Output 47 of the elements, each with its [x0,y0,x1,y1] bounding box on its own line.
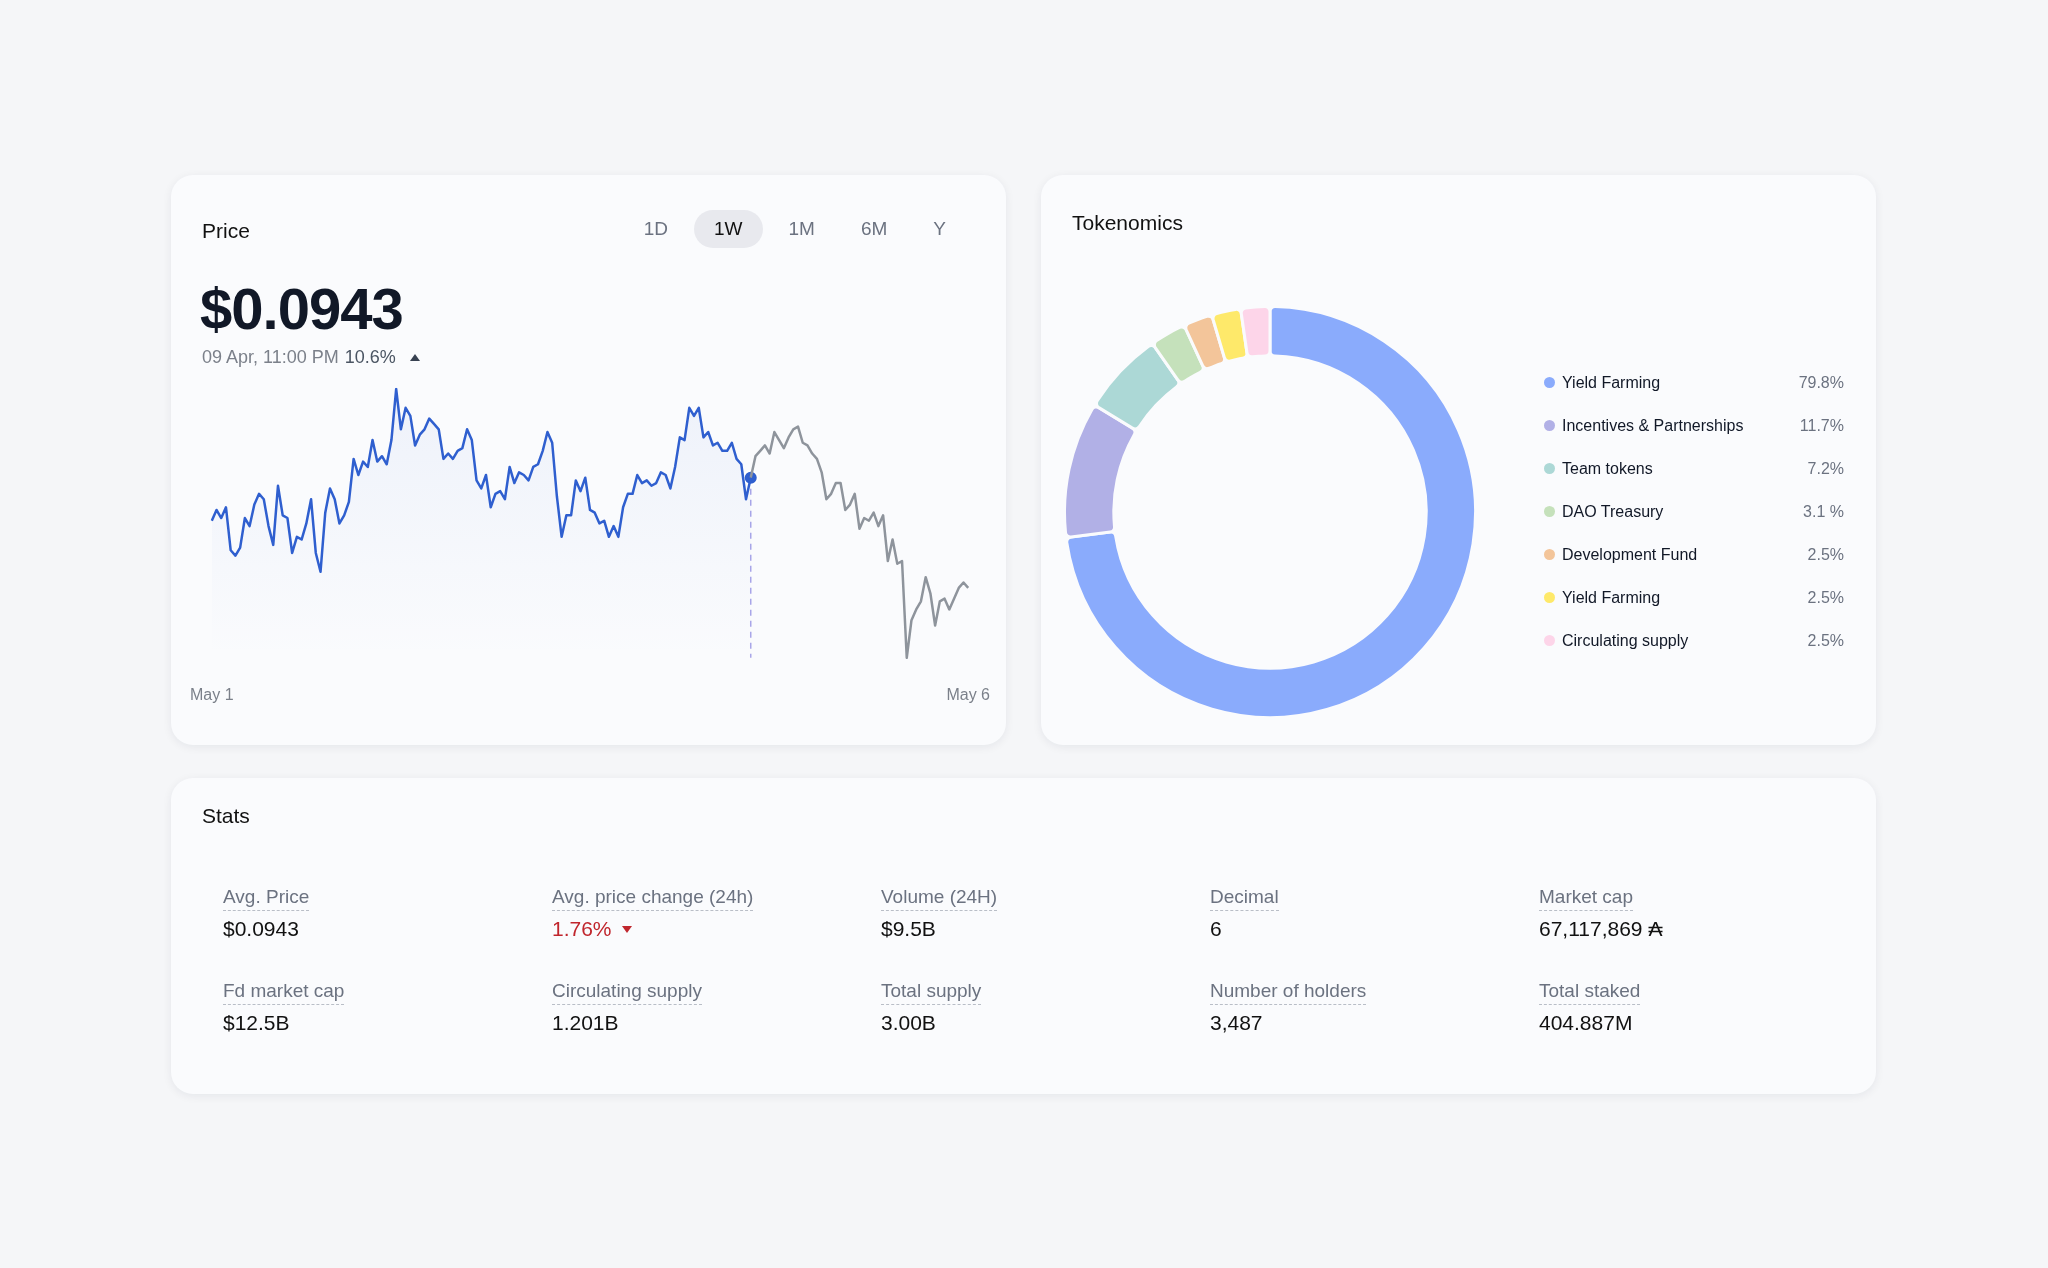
text: Market cap [1539,886,1633,911]
text: 404.887M [1539,1011,1633,1035]
text: 1M [787,217,816,241]
legend-label: Incentives & Partnerships [1562,416,1744,435]
text: Avg. price change (24h) [552,886,754,911]
data-label: 2.5% [1807,631,1844,650]
text: 6 [1210,917,1222,941]
chart-title: Price [202,219,250,243]
text: Circulating supply [552,980,702,1005]
legend-label: Yield Farming [1562,588,1661,607]
text: 10.6% [344,347,396,367]
data-label: 2.5% [1807,588,1844,607]
text: Total supply [881,980,982,1005]
legend-label: Yield Farming [1562,373,1661,392]
x-tick-label: May 6 [946,685,991,703]
text: Y [932,217,947,241]
text: 1D [642,217,669,241]
data-label: 7.2% [1807,459,1844,478]
text: 09 Apr, 11:00 PM [202,347,339,368]
data-label: 11.7% [1799,416,1844,435]
legend-label: Development Fund [1562,545,1698,564]
text: Stats [202,804,250,828]
legend-label: Circulating supply [1562,631,1689,650]
text: Total staked [1539,980,1641,1005]
text: $12.5B [223,1011,290,1035]
text: Number of holders [1210,980,1367,1005]
data-label: 2.5% [1807,545,1844,564]
text: Decimal [1210,886,1279,911]
text: Volume (24H) [881,886,998,911]
x-tick-label: May 1 [190,685,234,703]
text: 1.76% [552,917,612,941]
text: $0.0943 [223,917,299,941]
text: 3.00B [881,1011,936,1035]
text: $9.5B [881,917,936,941]
text: 1.201B [552,1011,619,1035]
data-label: 3.1 % [1803,502,1844,521]
legend-label: DAO Treasury [1562,502,1664,521]
chart-title: Tokenomics [1072,211,1183,235]
text: 3,487 [1210,1011,1263,1035]
text: 6M [859,217,889,241]
data-label: 79.8% [1798,373,1844,392]
text: 67,117,869 ₳ [1539,917,1663,941]
legend-label: Team tokens [1562,459,1653,478]
text: 1W [694,210,763,248]
chart-subtitle: $0.0943 [200,275,403,342]
text: Avg. Price [223,886,310,911]
text: Fd market cap [223,980,345,1005]
